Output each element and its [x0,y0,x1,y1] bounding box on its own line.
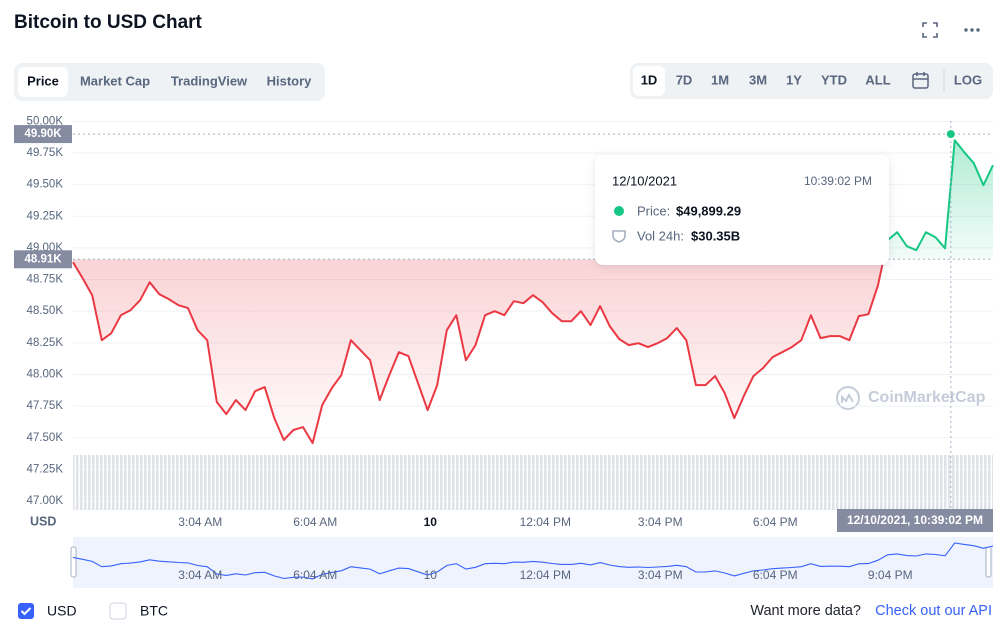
y-tick-label: 47.50K [27,432,64,444]
usd-checkbox[interactable] [18,603,34,619]
y-tick-label: 47.00K [27,495,64,507]
range-button[interactable]: 1Y [786,72,802,87]
fullscreen-icon[interactable] [922,22,938,38]
log-toggle[interactable]: LOG [954,72,982,87]
check-mark [20,607,32,616]
y-tick-label: 47.25K [27,463,64,475]
range-button[interactable]: 1D [641,72,658,87]
tooltip-volume-icon [612,230,626,243]
tooltip-price-label: Price: [637,203,670,218]
range-button[interactable]: 3M [749,72,767,87]
tooltip: 12/10/2021 10:39:02 PM Price: $49,899.29… [595,155,889,265]
watermark-logo [836,386,860,410]
navigator-tick-label: 6:04 AM [293,568,337,582]
active-range-bg [633,66,665,96]
navigator-tick-label: 10 [424,568,438,582]
api-link[interactable]: Check out our API [875,603,992,619]
navigator-handle[interactable] [70,546,77,578]
x-tick-label: 6:04 PM [753,515,798,529]
currency-btc: BTC [140,603,168,619]
navigator-tick-label: 9:04 PM [868,568,913,582]
more-icon[interactable] [964,28,980,32]
btc-checkbox[interactable] [109,602,127,620]
tooltip-box [595,155,889,265]
baseline-label: 48.91K [24,253,62,265]
y-tick-label: 48.00K [27,368,64,380]
y-tick-label: 47.75K [27,400,64,412]
x-tick-label: 3:04 AM [178,515,222,529]
navigator-tick-label: 6:04 PM [753,568,798,582]
x-tick-label: 10 [424,515,438,529]
tooltip-volume-label: Vol 24h: [637,228,684,243]
x-tick-label: 6:04 AM [293,515,337,529]
watermark: CoinMarketCap [868,389,986,406]
current-point [946,130,955,139]
navigator-bg [73,537,993,588]
tooltip-volume: $30.35B [691,228,740,243]
price-line [72,139,994,445]
y-tick-label: 49.25K [27,210,64,222]
plot: 47.00K 47.25K 47.50K 47.75K 48.00K 48.25K 48.5… [14,115,994,582]
tab-group [14,63,325,101]
tab[interactable]: TradingView [171,73,248,88]
crosshair-x-label: 12/10/2021, 10:39:02 PM [847,513,983,527]
tab[interactable]: History [267,73,313,88]
range-button[interactable]: ALL [865,72,890,87]
y-tick-label: 50.00K [27,115,64,127]
crosshair-label-box [837,509,993,532]
x-tick-label: 3:04 PM [638,515,683,529]
range-button[interactable]: 7D [676,72,693,87]
y-tick-label: 48.25K [27,337,64,349]
navigator-tick-label: 12:04 PM [520,568,571,582]
calendar-icon[interactable] [912,72,929,89]
y-axis-label: USD [30,514,56,528]
currency-usd: USD [47,603,77,619]
active-tab-bg [18,67,68,97]
y-tick-label: 48.50K [27,305,64,317]
current-price-label: 49.90K [24,128,62,140]
y-tick-label: 49.50K [27,179,64,191]
range-button[interactable]: 1M [711,72,729,87]
y-tick-label: 49.75K [27,147,64,159]
volume-bars [73,455,993,510]
range-group [630,63,993,99]
y-tick-label: 48.75K [27,274,64,286]
navigator-handle[interactable] [985,546,992,578]
tab[interactable]: Market Cap [80,73,150,88]
tab[interactable]: Price [27,73,59,88]
current-label-box [14,125,72,144]
navigator-tick-label: 3:04 AM [178,568,222,582]
tooltip-time: 10:39:02 PM [804,174,872,188]
navigator-line [72,542,994,580]
footer-prompt: Want more data? [750,603,861,619]
baseline-label-box [14,250,72,269]
page-title: Bitcoin to USD Chart [14,12,203,33]
tooltip-price: $49,899.29 [676,203,741,218]
x-tick-label: 12:04 PM [520,515,571,529]
tooltip-date: 12/10/2021 [612,173,677,188]
tooltip-price-dot [614,206,624,216]
navigator-tick-label: 3:04 PM [638,568,683,582]
range-button[interactable]: YTD [821,72,847,87]
